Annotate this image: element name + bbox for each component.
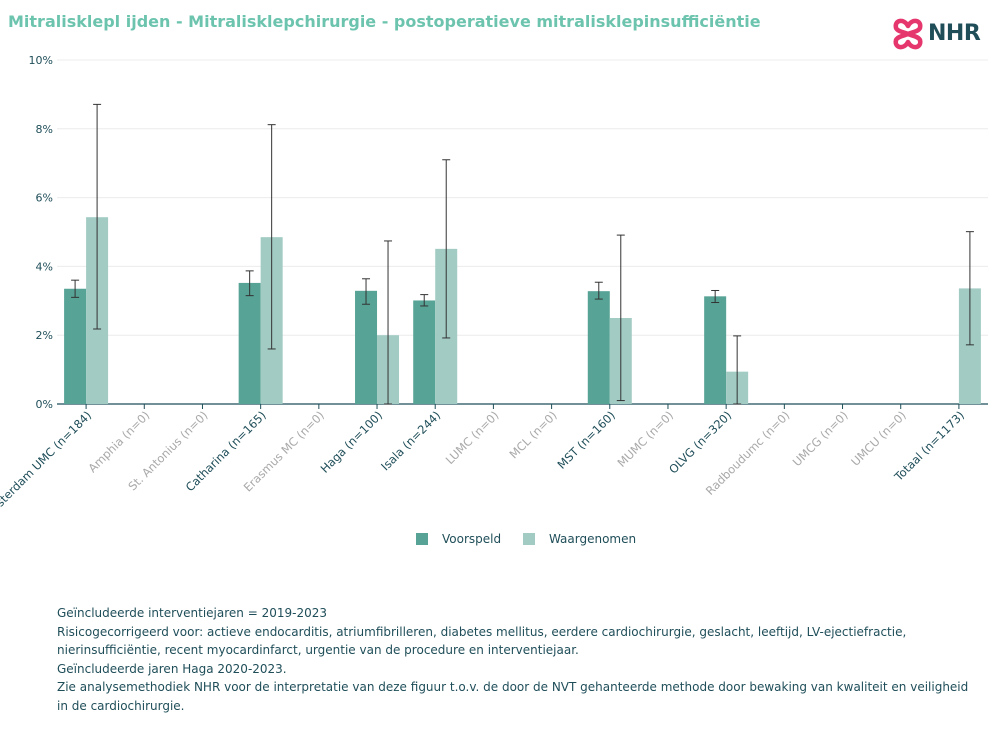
x-category-label: Haga (n=100) bbox=[318, 408, 386, 476]
y-tick-label: 2% bbox=[36, 329, 53, 342]
x-category-label: Isala (n=244) bbox=[378, 408, 443, 473]
legend-item-waargenomen[interactable]: Waargenomen bbox=[522, 532, 637, 546]
x-category-label: Amsterdam UMC (n=184) bbox=[0, 408, 94, 523]
bar-voorspeld bbox=[413, 300, 436, 404]
bar-voorspeld bbox=[587, 291, 610, 404]
y-tick-label: 0% bbox=[36, 398, 53, 411]
y-tick-label: 8% bbox=[36, 123, 53, 136]
bar-voorspeld bbox=[64, 288, 87, 404]
legend-swatch-waargenomen bbox=[522, 533, 535, 545]
footnote-years: Geïncludeerde interventiejaren = 2019-20… bbox=[57, 606, 327, 620]
footnote-risk-adjustment: Risicogecorrigeerd voor: actieve endocar… bbox=[57, 624, 907, 658]
footnote-methodology: Zie analysemethodiek NHR voor de interpr… bbox=[57, 680, 969, 713]
bar-chart: 0%2%4%6%8%10%Amsterdam UMC (n=184)Amphia… bbox=[0, 54, 988, 523]
bar-voorspeld bbox=[704, 296, 727, 404]
legend-label-waargenomen: Waargenomen bbox=[548, 532, 637, 546]
bar-waargenomen bbox=[958, 288, 981, 404]
x-category-label: UMCU (n=0) bbox=[848, 408, 909, 469]
y-tick-label: 4% bbox=[36, 260, 53, 273]
x-category-label: MUMC (n=0) bbox=[614, 408, 676, 470]
nhr-logo: NHR bbox=[890, 16, 986, 56]
legend-swatch-voorspeld bbox=[416, 533, 428, 545]
x-category-label: UMCG (n=0) bbox=[790, 408, 851, 469]
y-tick-label: 10% bbox=[29, 54, 53, 67]
footnote-haga-years: Geïncludeerde jaren Haga 2020-2023. bbox=[57, 661, 287, 676]
legend-item-voorspeld[interactable]: Voorspeld bbox=[416, 532, 501, 546]
heart-cross-logo-icon bbox=[893, 18, 923, 50]
legend: Voorspeld Waargenomen bbox=[416, 532, 654, 548]
x-category-label: LUMC (n=0) bbox=[443, 408, 502, 467]
legend-label-voorspeld: Voorspeld bbox=[442, 532, 502, 546]
x-category-label: MCL (n=0) bbox=[507, 408, 560, 461]
bar-voorspeld bbox=[355, 290, 378, 404]
logo-text: NHR bbox=[928, 21, 981, 46]
footnotes: Geïncludeerde interventiejaren = 2019-20… bbox=[57, 604, 977, 715]
x-category-label: MST (n=160) bbox=[554, 408, 617, 471]
chart-title: Mitralisklepl ijden - Mitralisklepchirur… bbox=[8, 12, 761, 31]
y-tick-label: 6% bbox=[36, 192, 53, 205]
bar-voorspeld bbox=[238, 282, 261, 404]
